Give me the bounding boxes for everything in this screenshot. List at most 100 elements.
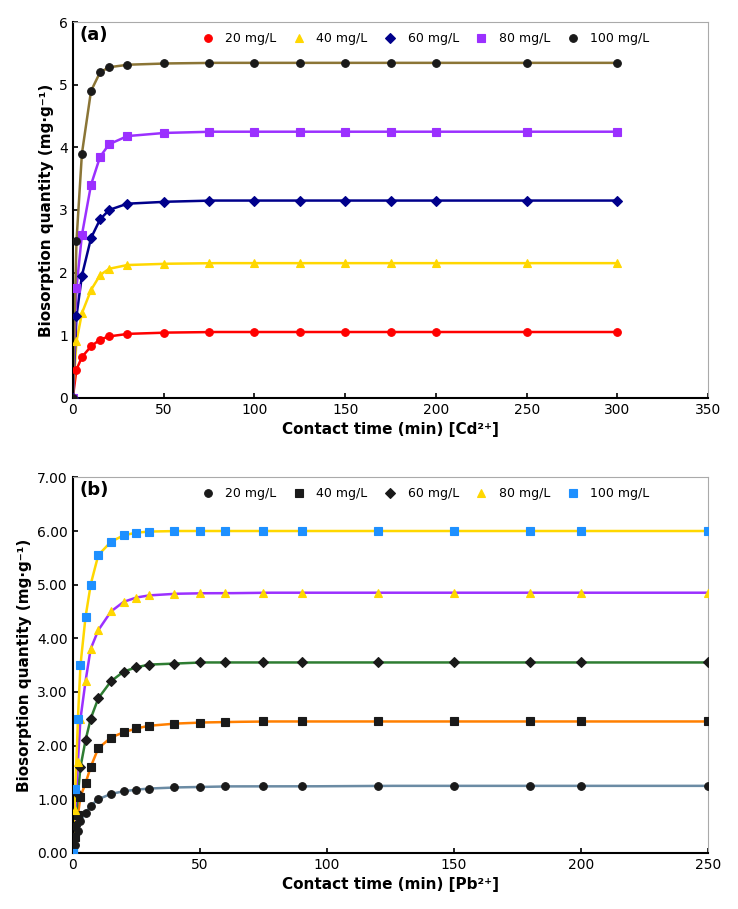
80 mg/L xyxy=(250,126,259,137)
80 mg/L xyxy=(94,624,103,635)
40 mg/L xyxy=(576,716,585,727)
40 mg/L xyxy=(76,791,85,802)
40 mg/L xyxy=(96,270,105,281)
60 mg/L xyxy=(132,662,141,673)
20 mg/L xyxy=(613,326,622,337)
20 mg/L xyxy=(76,815,85,826)
60 mg/L xyxy=(341,195,350,206)
80 mg/L xyxy=(105,139,114,150)
60 mg/L xyxy=(196,657,204,668)
80 mg/L xyxy=(196,588,204,599)
100 mg/L xyxy=(69,847,77,858)
80 mg/L xyxy=(69,847,77,858)
100 mg/L xyxy=(373,525,382,536)
100 mg/L xyxy=(132,527,141,538)
40 mg/L xyxy=(145,720,154,731)
Line: 80 mg/L: 80 mg/L xyxy=(69,589,712,857)
100 mg/L xyxy=(204,57,213,68)
100 mg/L xyxy=(704,525,713,536)
60 mg/L xyxy=(145,659,154,670)
20 mg/L xyxy=(105,331,114,342)
60 mg/L xyxy=(432,195,441,206)
Line: 100 mg/L: 100 mg/L xyxy=(69,527,712,857)
100 mg/L xyxy=(106,536,115,547)
20 mg/L xyxy=(341,326,350,337)
20 mg/L xyxy=(120,785,128,796)
40 mg/L xyxy=(341,257,350,268)
20 mg/L xyxy=(432,326,441,337)
60 mg/L xyxy=(120,666,128,677)
60 mg/L xyxy=(526,657,535,668)
60 mg/L xyxy=(523,195,531,206)
40 mg/L xyxy=(132,723,141,734)
80 mg/L xyxy=(72,283,81,294)
40 mg/L xyxy=(106,732,115,743)
60 mg/L xyxy=(159,196,168,207)
20 mg/L xyxy=(159,327,168,338)
Line: 60 mg/L: 60 mg/L xyxy=(69,659,712,857)
40 mg/L xyxy=(94,743,103,754)
20 mg/L xyxy=(449,781,458,792)
20 mg/L xyxy=(576,781,585,792)
40 mg/L xyxy=(204,257,213,268)
20 mg/L xyxy=(94,794,103,804)
20 mg/L xyxy=(77,352,86,363)
80 mg/L xyxy=(297,587,306,598)
40 mg/L xyxy=(123,260,131,271)
80 mg/L xyxy=(386,126,395,137)
60 mg/L xyxy=(386,195,395,206)
20 mg/L xyxy=(69,847,77,858)
100 mg/L xyxy=(145,526,154,537)
40 mg/L xyxy=(170,718,179,729)
60 mg/L xyxy=(576,657,585,668)
80 mg/L xyxy=(132,592,141,603)
60 mg/L xyxy=(77,270,86,281)
80 mg/L xyxy=(449,587,458,598)
100 mg/L xyxy=(341,57,350,68)
100 mg/L xyxy=(523,57,531,68)
40 mg/L xyxy=(159,258,168,269)
60 mg/L xyxy=(250,195,259,206)
80 mg/L xyxy=(120,596,128,607)
60 mg/L xyxy=(81,734,90,745)
60 mg/L xyxy=(106,675,115,686)
100 mg/L xyxy=(196,525,204,536)
20 mg/L xyxy=(86,341,95,352)
60 mg/L xyxy=(449,657,458,668)
60 mg/L xyxy=(295,195,304,206)
20 mg/L xyxy=(373,781,382,792)
80 mg/L xyxy=(69,393,77,404)
100 mg/L xyxy=(74,714,83,724)
20 mg/L xyxy=(96,334,105,345)
80 mg/L xyxy=(204,126,213,137)
80 mg/L xyxy=(86,644,95,654)
100 mg/L xyxy=(295,57,304,68)
80 mg/L xyxy=(373,587,382,598)
20 mg/L xyxy=(170,782,179,793)
80 mg/L xyxy=(613,126,622,137)
Legend: 20 mg/L, 40 mg/L, 60 mg/L, 80 mg/L, 100 mg/L: 20 mg/L, 40 mg/L, 60 mg/L, 80 mg/L, 100 … xyxy=(191,484,653,504)
X-axis label: Contact time (min) [Pb²⁺]: Contact time (min) [Pb²⁺] xyxy=(282,877,499,893)
100 mg/L xyxy=(526,525,535,536)
40 mg/L xyxy=(77,308,86,319)
20 mg/L xyxy=(526,781,535,792)
20 mg/L xyxy=(81,807,90,818)
80 mg/L xyxy=(704,587,713,598)
80 mg/L xyxy=(576,587,585,598)
20 mg/L xyxy=(123,328,131,339)
40 mg/L xyxy=(523,257,531,268)
Text: (a): (a) xyxy=(79,26,108,44)
60 mg/L xyxy=(259,657,268,668)
80 mg/L xyxy=(341,126,350,137)
40 mg/L xyxy=(432,257,441,268)
100 mg/L xyxy=(170,525,179,536)
100 mg/L xyxy=(96,66,105,77)
20 mg/L xyxy=(132,784,141,795)
40 mg/L xyxy=(526,716,535,727)
Line: 20 mg/L: 20 mg/L xyxy=(69,328,621,402)
100 mg/L xyxy=(449,525,458,536)
40 mg/L xyxy=(373,716,382,727)
100 mg/L xyxy=(386,57,395,68)
40 mg/L xyxy=(69,847,77,858)
40 mg/L xyxy=(250,257,259,268)
